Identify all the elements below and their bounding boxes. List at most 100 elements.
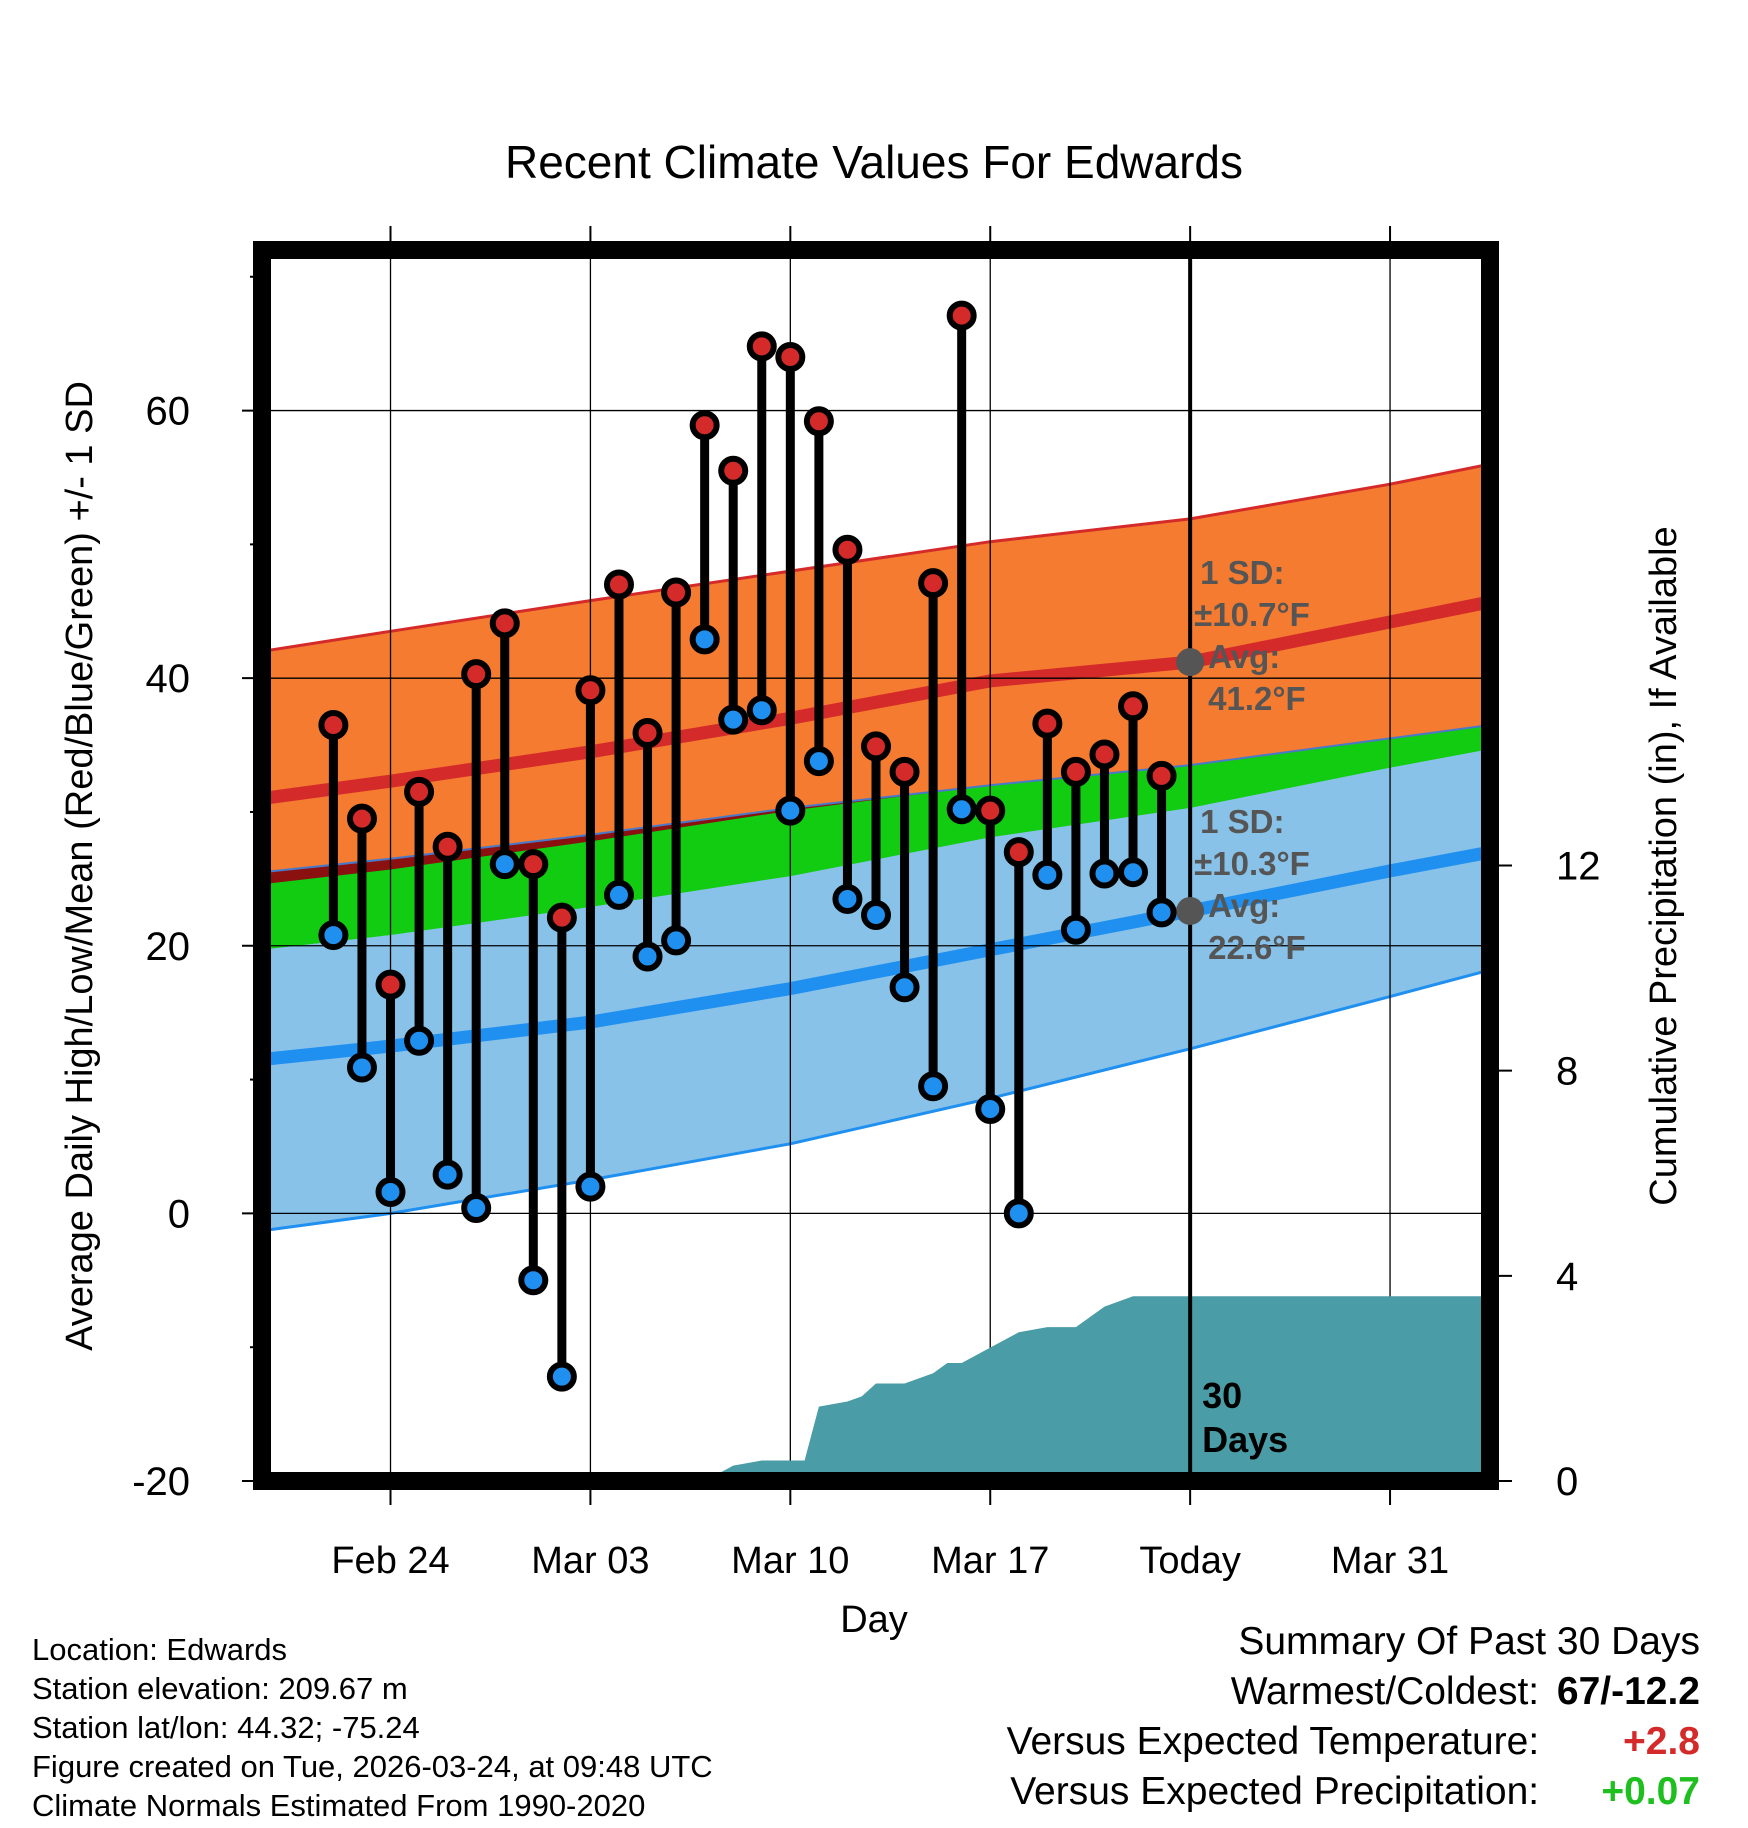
sd-label: 1 SD:	[1200, 803, 1284, 840]
daily-high-point	[346, 803, 377, 834]
avg-value: 22.6°F	[1208, 929, 1306, 966]
summary-warmest-label: Warmest/Coldest:	[1230, 1670, 1540, 1713]
daily-high-point	[832, 534, 863, 565]
normal-avg-marker	[1176, 648, 1205, 677]
x-tick-label: Today	[1139, 1540, 1240, 1582]
summary-temperature-label: Versus Expected Temperature:	[1006, 1720, 1540, 1763]
meta-created: Figure created on Tue, 2026-03-24, at 09…	[32, 1749, 713, 1784]
x-tick-label: Mar 10	[731, 1540, 849, 1582]
daily-low-point	[1003, 1198, 1034, 1229]
daily-low-point	[975, 1094, 1006, 1125]
daily-high-point	[432, 831, 463, 862]
y2-tick-label: 4	[1556, 1255, 1578, 1299]
y2-tick-label: 0	[1556, 1460, 1578, 1504]
summary-warmest-row: Warmest/Coldest: 67/-12.2	[1231, 1670, 1700, 1714]
avg-value: 41.2°F	[1208, 680, 1306, 717]
y-tick-label: 20	[146, 925, 191, 969]
high-upper-line	[262, 462, 1490, 653]
daily-low-point	[575, 1171, 606, 1202]
y-tick-label: -20	[132, 1460, 190, 1504]
daily-high-point	[718, 455, 749, 486]
daily-low-point	[946, 794, 977, 825]
daily-low-point	[518, 1265, 549, 1296]
low-lower-line	[262, 968, 1490, 1233]
daily-low-point	[461, 1193, 492, 1224]
summary-title: Summary Of Past 30 Days	[1238, 1620, 1700, 1663]
daily-low-point	[489, 849, 520, 880]
daily-high-point	[1089, 739, 1120, 770]
daily-low-point	[404, 1025, 435, 1056]
daily-low-point	[689, 624, 720, 655]
plot-area	[262, 250, 1490, 1481]
daily-high-point	[318, 710, 349, 741]
daily-high-point	[803, 406, 834, 437]
meta-elevation: Station elevation: 209.67 m	[32, 1671, 408, 1706]
daily-low-point	[889, 972, 920, 1003]
avg-label: Avg:	[1208, 887, 1280, 924]
daily-high-point	[575, 675, 606, 706]
summary-temperature-value: +2.8	[1623, 1720, 1700, 1763]
today-label-number: 30	[1202, 1375, 1242, 1416]
daily-low-point	[718, 704, 749, 735]
daily-high-point	[661, 577, 692, 608]
daily-high-point	[603, 569, 634, 600]
daily-high-point	[861, 731, 891, 762]
meta-normals: Climate Normals Estimated From 1990-2020	[32, 1788, 646, 1823]
daily-high-point	[975, 795, 1006, 826]
daily-low-point	[1089, 858, 1120, 889]
daily-low-point	[918, 1071, 949, 1102]
x-axis-title: Day	[840, 1599, 908, 1641]
daily-low-point	[603, 879, 634, 910]
y2-axis-title: Cumulative Precipitation (in), If Availa…	[1643, 526, 1685, 1205]
daily-low-point	[318, 920, 349, 951]
precipitation-area	[561, 1296, 1490, 1481]
daily-high-point	[489, 608, 520, 639]
daily-high-point	[775, 342, 806, 373]
daily-low-point	[346, 1052, 377, 1083]
daily-low-point	[432, 1159, 463, 1190]
high-sd-band	[262, 464, 1490, 873]
y-tick-label: 40	[146, 657, 191, 701]
today-label-days: Days	[1202, 1419, 1288, 1460]
daily-low-point	[375, 1176, 406, 1207]
daily-high-point	[689, 410, 720, 441]
daily-high-point	[461, 659, 492, 690]
daily-low-point	[1146, 897, 1177, 928]
daily-low-point	[746, 695, 777, 726]
daily-low-point	[546, 1361, 577, 1392]
daily-high-point	[632, 718, 663, 749]
daily-low-point	[632, 941, 663, 972]
meta-location: Location: Edwards	[32, 1632, 288, 1667]
chart-title: Recent Climate Values For Edwards	[505, 136, 1243, 188]
daily-low-point	[775, 795, 806, 826]
daily-high-point	[746, 331, 777, 362]
daily-low-point	[1060, 914, 1091, 945]
sd-value: ±10.3°F	[1194, 845, 1310, 882]
daily-high-point	[1003, 837, 1034, 868]
x-tick-label: Feb 24	[331, 1540, 449, 1582]
daily-high-point	[918, 568, 949, 599]
daily-high-point	[889, 756, 920, 787]
avg-label: Avg:	[1208, 638, 1280, 675]
y2-tick-label: 8	[1556, 1050, 1578, 1094]
summary-precipitation-row: Versus Expected Precipitation: +0.07	[1010, 1770, 1700, 1814]
summary-precipitation-value: +0.07	[1601, 1770, 1700, 1813]
daily-high-point	[1032, 708, 1063, 739]
meta-latlon: Station lat/lon: 44.32; -75.24	[32, 1710, 420, 1745]
daily-low-point	[1118, 857, 1149, 888]
daily-high-point	[1118, 691, 1149, 722]
mean-upper-line	[262, 724, 1490, 874]
x-tick-label: Mar 17	[931, 1540, 1049, 1582]
daily-low-point	[1032, 859, 1063, 890]
y2-tick-label: 12	[1556, 845, 1601, 889]
y-tick-label: 0	[168, 1192, 190, 1236]
x-tick-label: Mar 03	[531, 1540, 649, 1582]
sd-value: ±10.7°F	[1194, 596, 1310, 633]
daily-high-point	[375, 969, 406, 1000]
daily-high-point	[404, 776, 435, 807]
daily-low-point	[803, 746, 834, 777]
summary-warmest-value: 67/-12.2	[1556, 1670, 1700, 1713]
y-tick-label: 60	[146, 390, 191, 434]
y-axis-title: Average Daily High/Low/Mean (Red/Blue/Gr…	[59, 381, 101, 1351]
